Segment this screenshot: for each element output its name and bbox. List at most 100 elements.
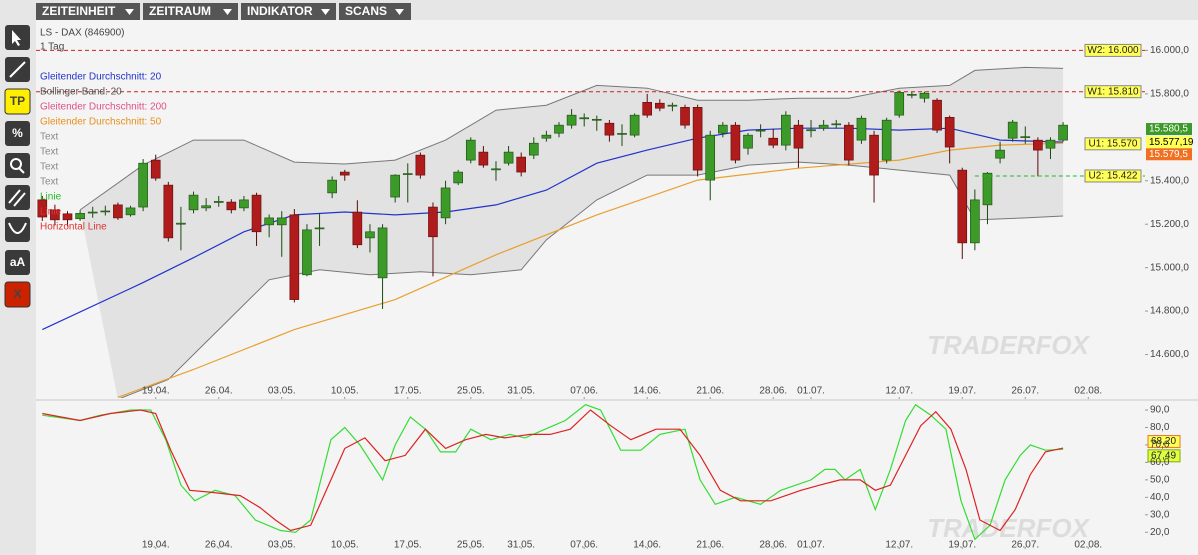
tool-label[interactable]: TP xyxy=(10,94,25,108)
toolbar: TP % aA X xyxy=(4,25,31,308)
watermark: TRADERFOX xyxy=(927,330,1090,360)
candle-body xyxy=(100,210,111,213)
dropdown-arrow xyxy=(223,9,232,15)
menu-button[interactable] xyxy=(143,3,238,20)
dropdown-arrow xyxy=(125,9,134,15)
menu-label[interactable]: SCANS xyxy=(345,4,387,18)
moving-average xyxy=(117,142,1064,398)
curve-tool[interactable] xyxy=(5,217,30,242)
delete-tool[interactable] xyxy=(4,281,31,308)
candle-body xyxy=(667,104,678,107)
x-tick-label: 12.07. xyxy=(885,386,913,397)
candle-body xyxy=(781,114,791,146)
candle-body xyxy=(62,213,73,221)
candle-body xyxy=(50,209,60,221)
candle-body xyxy=(314,227,325,230)
line-icon xyxy=(9,61,26,78)
candle-body xyxy=(541,134,552,139)
candle-body xyxy=(528,142,539,156)
x-tick-label: 19.07. xyxy=(948,386,976,397)
tool-label[interactable]: aA xyxy=(10,255,26,269)
candle-body xyxy=(327,179,337,194)
candle-body xyxy=(881,119,892,161)
candle-body xyxy=(125,207,136,216)
zoom-tool[interactable] xyxy=(5,153,30,178)
tp-tool[interactable] xyxy=(4,88,31,115)
y-tick-label: 40,0 xyxy=(1150,492,1170,503)
x-tick-label: 21.06. xyxy=(696,386,724,397)
level-label-box xyxy=(1084,137,1142,151)
x-tick-label: 26.07. xyxy=(1011,540,1039,551)
text-tool[interactable] xyxy=(5,250,30,275)
watermark: TRADERFOX xyxy=(927,513,1090,543)
tool-label[interactable]: X xyxy=(13,287,21,301)
tool-label[interactable]: % xyxy=(12,126,23,140)
candle-body xyxy=(869,134,879,176)
x-tick-label: 19.04. xyxy=(142,386,170,397)
x-tick-label: 31.05. xyxy=(507,540,535,551)
candle-body xyxy=(1058,124,1068,141)
candle-body xyxy=(390,174,400,198)
candle-body xyxy=(856,117,867,141)
candle-body xyxy=(201,205,211,209)
x-tick-label: 01.07. xyxy=(797,386,825,397)
menu-button[interactable] xyxy=(339,3,411,20)
candle-body xyxy=(1007,121,1018,139)
instrument-title: LS - DAX (846900) xyxy=(40,28,125,39)
level-label: W2: 16.000 xyxy=(1087,45,1139,56)
plot xyxy=(42,403,1064,541)
candle-body xyxy=(453,171,463,184)
level-label: W1: 15.810 xyxy=(1087,86,1139,97)
menu-label[interactable]: ZEITRAUM xyxy=(149,4,211,18)
y-tick-label: 20,0 xyxy=(1150,527,1170,538)
y-tick-label: 70,0 xyxy=(1150,440,1170,451)
candle-body xyxy=(566,114,577,126)
level-label: U1: 15.570 xyxy=(1089,138,1138,149)
x-tick-label: 26.04. xyxy=(205,540,233,551)
candle-body xyxy=(844,124,854,161)
menu-button[interactable] xyxy=(36,3,140,20)
legend-entry: Gleitender Durchschnitt: 50 xyxy=(40,117,162,128)
y-tick-label: 14.800,0 xyxy=(1150,306,1189,317)
x-tick-label: 26.07. xyxy=(1011,386,1039,397)
legend-entry: Linie xyxy=(40,192,62,203)
x-tick-label: 14.06. xyxy=(633,386,661,397)
candle-body xyxy=(150,159,161,179)
price-tag-label: 15.579,5 xyxy=(1149,149,1188,160)
y-tick-label: 90,0 xyxy=(1150,405,1170,416)
candle-body xyxy=(604,122,615,136)
candle-body xyxy=(919,92,930,99)
y-tick-label: 15.200,0 xyxy=(1150,219,1189,230)
percent-tool[interactable] xyxy=(5,121,30,146)
candle-body xyxy=(478,151,489,166)
candle-body xyxy=(352,211,363,246)
candle-body xyxy=(718,124,728,134)
x-tick-label: 25.05. xyxy=(457,540,485,551)
candle-body xyxy=(516,156,526,173)
value-tag-label: 67,49 xyxy=(1151,450,1176,461)
candle-body xyxy=(743,134,753,149)
bollinger-fill xyxy=(80,67,1064,398)
candle-body xyxy=(428,206,438,238)
menu-label[interactable]: ZEITEINHEIT xyxy=(42,4,116,18)
candle-body xyxy=(289,214,300,300)
candle-body xyxy=(491,168,501,171)
candle-body xyxy=(415,154,426,176)
legend-entry: Gleitender Durchschnitt: 200 xyxy=(40,102,167,113)
candle-body xyxy=(1033,139,1043,151)
candle-body xyxy=(264,217,274,226)
x-tick-label: 25.05. xyxy=(457,386,485,397)
channel-tool[interactable] xyxy=(5,185,30,210)
x-tick-label: 31.05. xyxy=(507,386,535,397)
candle-body xyxy=(239,199,249,209)
candle-body xyxy=(970,199,980,244)
x-tick-label: 01.07. xyxy=(797,540,825,551)
x-tick-label: 17.05. xyxy=(394,386,422,397)
x-tick-label: 28.06. xyxy=(759,386,787,397)
price-tag xyxy=(1146,123,1192,136)
menu-label[interactable]: INDIKATOR xyxy=(247,4,313,18)
candle-body xyxy=(440,187,451,219)
menu-button[interactable] xyxy=(241,3,336,20)
x-tick-label: 03.05. xyxy=(268,540,296,551)
